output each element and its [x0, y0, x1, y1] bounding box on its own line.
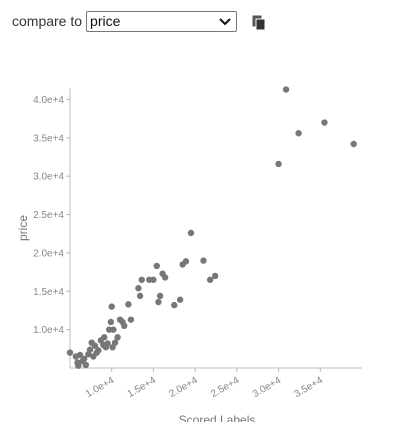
data-point: [121, 322, 128, 330]
data-point: [107, 318, 115, 326]
chevron-down-icon: [219, 17, 231, 25]
chart-points: [66, 86, 357, 369]
y-tick-label: 2.0e+4: [33, 248, 64, 259]
data-point: [138, 276, 145, 283]
data-point: [86, 346, 94, 353]
data-point: [321, 119, 328, 126]
compare-select-value: price: [90, 13, 121, 29]
data-point: [135, 285, 142, 292]
data-point: [206, 276, 214, 283]
y-tick-label: 2.5e+4: [33, 210, 64, 221]
x-tick-label: 3.0e+4: [251, 375, 284, 400]
data-point: [182, 258, 190, 265]
data-point: [111, 339, 119, 346]
y-tick-label: 1.5e+4: [33, 287, 64, 298]
y-tick-label: 4.0e+4: [33, 95, 64, 106]
y-tick-label: 3.0e+4: [33, 172, 64, 183]
data-point: [125, 301, 132, 308]
x-axis-title: Scored Labels: [179, 413, 256, 422]
x-tick-label: 3.5e+4: [293, 375, 326, 400]
data-point: [95, 347, 102, 354]
data-point: [350, 140, 357, 148]
data-point: [104, 340, 111, 347]
data-point: [295, 130, 302, 137]
data-point: [91, 342, 99, 349]
data-point: [282, 86, 290, 93]
data-point: [108, 303, 115, 310]
data-point: [75, 362, 82, 369]
data-point: [156, 292, 164, 300]
data-point: [114, 334, 121, 341]
data-point: [127, 316, 135, 323]
x-tick-label: 2.0e+4: [167, 375, 200, 400]
data-point: [211, 272, 219, 280]
data-point: [76, 351, 84, 359]
data-point: [176, 296, 184, 303]
data-point: [82, 361, 90, 369]
x-tick-label: 1.0e+4: [84, 375, 117, 400]
data-point: [136, 292, 144, 300]
copy-icon[interactable]: [252, 15, 266, 31]
x-tick-label: 1.5e+4: [126, 375, 159, 400]
data-point: [150, 276, 157, 283]
y-tick-label: 3.5e+4: [33, 133, 64, 144]
data-point: [275, 160, 282, 168]
data-point: [110, 326, 117, 333]
data-point: [171, 301, 178, 309]
y-axis-title: price: [16, 215, 30, 241]
data-point: [200, 257, 207, 264]
data-point: [153, 262, 160, 270]
data-point: [66, 349, 74, 356]
data-point: [187, 229, 195, 237]
data-point: [155, 298, 162, 306]
compare-label: compare to: [12, 13, 83, 29]
compare-toolbar: compare to price: [12, 9, 238, 33]
compare-select[interactable]: price: [86, 10, 238, 32]
y-tick-label: 1.0e+4: [33, 325, 64, 336]
x-tick-label: 2.5e+4: [209, 375, 242, 400]
data-point: [80, 355, 88, 362]
data-point: [161, 274, 169, 281]
data-point: [101, 334, 108, 341]
